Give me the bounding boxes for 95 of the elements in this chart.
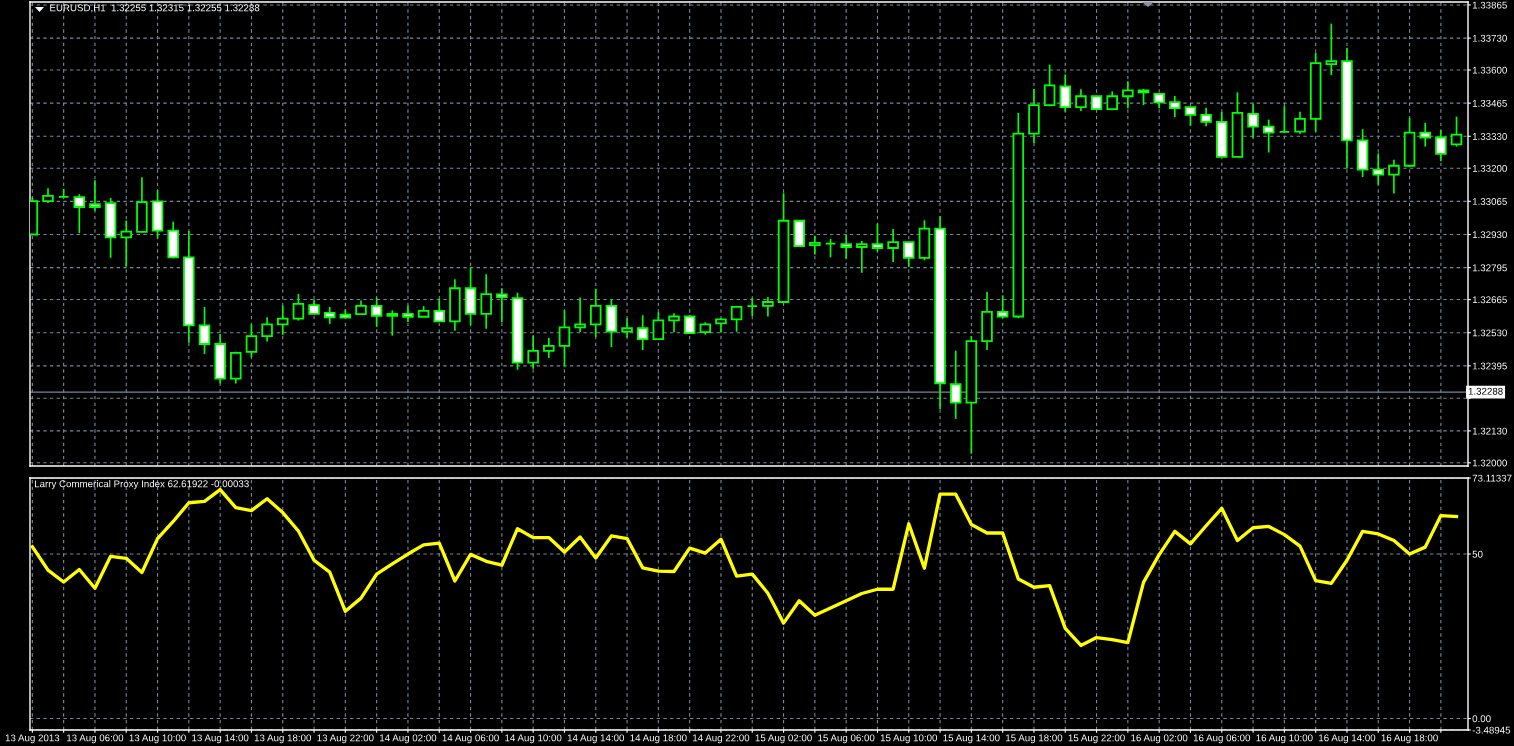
candlestick xyxy=(949,349,962,420)
x-tick-label: 15 Aug 18:00 xyxy=(1006,734,1063,744)
y-tick-label: 1.32130 xyxy=(1472,427,1507,435)
candlestick xyxy=(840,233,852,260)
x-tick-label: 14 Aug 10:00 xyxy=(505,734,562,744)
candlestick xyxy=(1043,63,1056,108)
candlestick xyxy=(1278,105,1291,134)
x-tick-label: 13 Aug 22:00 xyxy=(317,734,374,744)
candlestick xyxy=(433,297,446,323)
candlestick xyxy=(762,296,774,318)
candlestick xyxy=(370,296,383,328)
x-tick-label: 14 Aug 22:00 xyxy=(693,734,750,744)
candlestick xyxy=(1435,129,1447,163)
candlestick xyxy=(89,179,101,212)
chart-title: EURUSD,H1 1.32255 1.32315 1.32255 1.32288 xyxy=(50,4,260,13)
candlestick xyxy=(198,306,211,355)
candlestick xyxy=(887,228,899,263)
candlestick xyxy=(386,309,399,337)
y-tick-label: 1.32530 xyxy=(1472,329,1507,337)
x-tick-label: 14 Aug 14:00 xyxy=(567,734,625,744)
y-tick-label: 1.33465 xyxy=(1472,99,1507,107)
candlestick xyxy=(120,219,133,268)
candlestick xyxy=(856,240,868,274)
y-tick-label: 1.33865 xyxy=(1472,1,1507,9)
candlestick xyxy=(261,316,273,343)
candlestick xyxy=(590,287,602,338)
candlestick xyxy=(527,334,539,370)
x-tick-label: 16 Aug 18:00 xyxy=(1381,734,1438,744)
y-tick-label: 1.32665 xyxy=(1472,296,1507,304)
chart-title: Larry Commerical Proxy Index 62.61922 -0.00033 xyxy=(34,480,249,490)
candlestick xyxy=(558,309,571,368)
x-tick-label: 13 Aug 06:00 xyxy=(67,734,124,744)
candlestick xyxy=(824,238,837,259)
y-tick-label: 73.11337 xyxy=(1472,474,1512,482)
candlestick xyxy=(574,296,586,333)
y-tick-label: 1.33200 xyxy=(1472,164,1507,172)
candlestick xyxy=(730,306,743,333)
candlestick xyxy=(480,273,492,330)
candlestick xyxy=(1388,159,1400,195)
y-tick-label: 1.32395 xyxy=(1472,362,1507,370)
candlestick xyxy=(496,287,508,323)
candlestick xyxy=(1294,110,1306,135)
y-tick-label: 50 xyxy=(1472,550,1483,558)
x-tick-label: 16 Aug 02:00 xyxy=(1131,734,1188,744)
candlestick xyxy=(1075,88,1087,112)
y-tick-label: 1.33730 xyxy=(1472,34,1507,42)
candlestick xyxy=(1450,115,1463,148)
x-tick-label: 14 Aug 02:00 xyxy=(380,734,437,744)
candlestick xyxy=(1184,106,1197,127)
x-tick-label: 13 Aug 14:00 xyxy=(192,734,249,744)
candlestick xyxy=(652,311,665,340)
x-tick-label: 15 Aug 14:00 xyxy=(943,734,1000,744)
candlestick xyxy=(636,314,649,351)
x-tick-label: 16 Aug 06:00 xyxy=(1193,734,1251,744)
y-tick-label: 1.32930 xyxy=(1472,231,1507,239)
candlestick xyxy=(1247,103,1259,139)
x-tick-label: 13 Aug 2013 xyxy=(5,734,60,744)
candlestick xyxy=(292,293,305,322)
candlestick xyxy=(903,241,915,268)
x-tick-label: 13 Aug 18:00 xyxy=(254,734,312,744)
candlestick xyxy=(1325,22,1338,76)
candlestick xyxy=(1122,80,1134,110)
candlestick xyxy=(1169,95,1181,118)
y-tick-label: 1.33065 xyxy=(1472,198,1507,205)
candlestick xyxy=(543,337,555,359)
x-tick-label: 15 Aug 02:00 xyxy=(755,734,812,744)
ref-line-label: 1.32288 xyxy=(1468,387,1503,395)
y-tick-label: 1.33330 xyxy=(1472,133,1507,140)
x-tick-label: 16 Aug 14:00 xyxy=(1319,734,1376,744)
x-tick-label: 13 Aug 10:00 xyxy=(129,734,186,744)
y-tick-label: 1.32795 xyxy=(1472,264,1507,272)
y-tick-label: 0.00 xyxy=(1472,715,1491,723)
candlestick xyxy=(73,193,86,234)
candlestick xyxy=(1059,73,1072,113)
x-tick-label: 16 Aug 10:00 xyxy=(1256,734,1313,744)
candlestick xyxy=(621,317,633,339)
candlestick xyxy=(746,297,759,317)
candlestick xyxy=(996,294,1009,320)
candlestick xyxy=(1419,121,1431,148)
y-tick-label: 1.32000 xyxy=(1472,459,1507,467)
y-tick-label: -3.48945 xyxy=(1472,726,1511,734)
x-tick-label: 15 Aug 22:00 xyxy=(1068,734,1125,744)
y-tick-label: 1.33600 xyxy=(1472,66,1507,74)
candlestick xyxy=(276,304,289,336)
candlestick xyxy=(809,234,821,256)
x-tick-label: 15 Aug 06:00 xyxy=(818,734,875,744)
x-tick-label: 14 Aug 06:00 xyxy=(442,734,499,744)
candlestick xyxy=(668,312,680,334)
x-tick-label: 15 Aug 10:00 xyxy=(880,734,938,744)
candlestick xyxy=(683,314,696,335)
candlestick xyxy=(871,222,884,253)
x-tick-label: 14 Aug 18:00 xyxy=(630,734,687,744)
candlestick xyxy=(1262,118,1275,154)
candlestick xyxy=(1200,106,1212,128)
candlestick xyxy=(245,323,258,359)
